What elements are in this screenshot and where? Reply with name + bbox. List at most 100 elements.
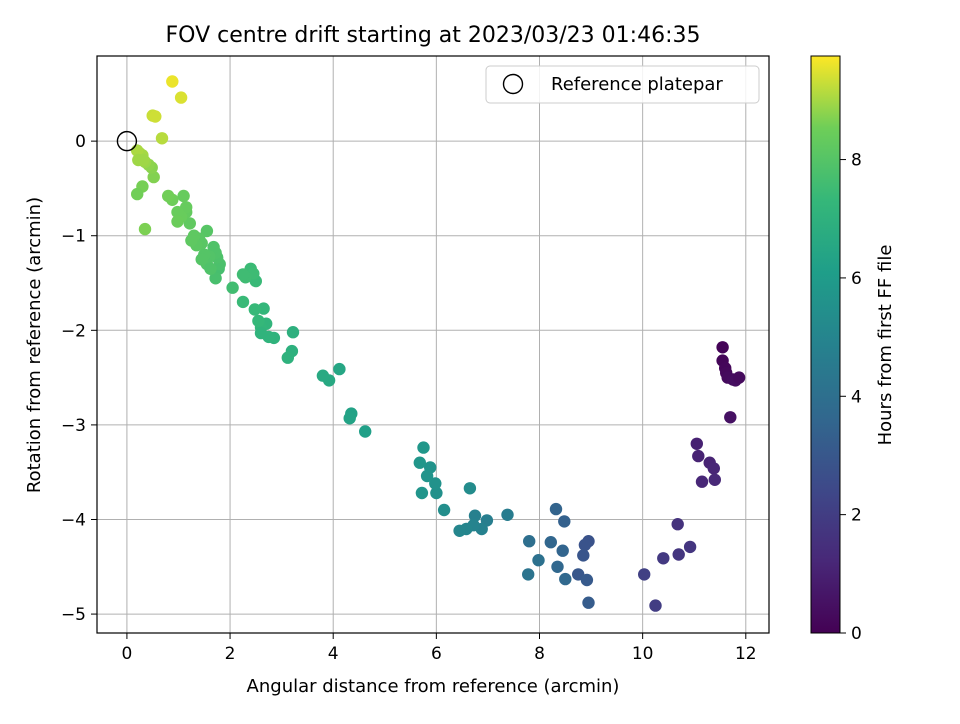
scatter-point (453, 524, 466, 537)
y-axis-ticks: 0 −1 −2 −3 −4 −5 (61, 132, 97, 625)
x-tick-label: 4 (328, 644, 339, 664)
colorbar-tick-label: 6 (851, 269, 862, 289)
colorbar-label: Hours from first FF file (875, 245, 896, 446)
scatter-point (207, 240, 220, 254)
scatter-point (185, 234, 198, 247)
scatter-point (166, 75, 179, 88)
scatter-point (316, 369, 330, 382)
scatter-point (138, 222, 152, 236)
colorbar-tick-label: 4 (851, 387, 862, 407)
scatter-point (183, 217, 196, 230)
scatter-point (147, 170, 160, 184)
scatter-point (415, 486, 429, 500)
scatter-point (578, 538, 592, 552)
legend-entry-reference: Reference platepar (551, 74, 723, 95)
scatter-point (549, 502, 563, 516)
scatter-point (501, 508, 514, 521)
scatter-point (437, 503, 451, 517)
scatter-point (195, 253, 208, 266)
x-tick-label: 10 (632, 644, 654, 664)
x-axis-ticks: 0 2 4 6 8 10 12 (121, 633, 757, 664)
scatter-point (149, 110, 162, 123)
reference-point (116, 130, 138, 152)
chart-title: FOV centre drift starting at 2023/03/23 … (166, 23, 701, 48)
scatter-point (248, 303, 261, 316)
scatter-point (430, 486, 443, 500)
scatter-point (252, 314, 265, 328)
y-tick-label: −4 (61, 510, 86, 530)
scatter-point (131, 187, 144, 201)
colorbar (810, 55, 841, 634)
x-tick-label: 8 (534, 644, 545, 664)
scatter-point (236, 295, 250, 309)
scatter-point (559, 572, 572, 586)
scatter-point (732, 371, 746, 384)
scatter-point (420, 469, 434, 483)
y-tick-label: −5 (61, 605, 86, 625)
legend-reference-marker (502, 73, 524, 95)
scatter-point (522, 568, 535, 581)
scatter-point (155, 132, 169, 145)
y-tick-label: −2 (61, 321, 86, 341)
scatter-point (683, 540, 697, 554)
scatter-point (429, 477, 442, 490)
scatter-point (177, 189, 190, 203)
legend: Reference platepar (485, 65, 760, 104)
colorbar-tick-label: 2 (851, 506, 862, 526)
scatter-point (580, 573, 594, 587)
scatter-point (544, 536, 557, 549)
scatter-point (582, 596, 595, 609)
scatter-point (716, 341, 729, 354)
scatter-point (638, 568, 651, 581)
scatter-point (708, 473, 721, 486)
y-tick-label: 0 (75, 132, 86, 152)
scatter-point (671, 518, 684, 531)
scatter-point (468, 509, 482, 522)
legend-box (485, 65, 760, 104)
y-tick-label: −1 (61, 227, 86, 247)
scatter-point (556, 544, 569, 557)
scatter-point (649, 599, 662, 612)
y-tick-label: −3 (61, 416, 86, 436)
scatter-point (137, 153, 150, 167)
scatter-point (204, 262, 217, 275)
x-tick-label: 2 (225, 644, 236, 664)
scatter-point (359, 425, 372, 438)
scatter-point (343, 412, 356, 425)
scatter-point (417, 441, 430, 454)
scatter-point (281, 351, 294, 364)
scatter-point (209, 272, 222, 285)
x-tick-label: 0 (121, 644, 132, 664)
reference-marker (116, 130, 138, 152)
x-tick-label: 12 (735, 644, 757, 664)
scatter-point (690, 437, 703, 450)
scatter-point (692, 449, 705, 463)
scatter-point (333, 362, 346, 376)
scatter-point (523, 535, 536, 548)
scatter-point (577, 549, 590, 562)
scatter-point (226, 281, 239, 294)
scatter-point (672, 548, 685, 561)
scatter-point (463, 482, 477, 495)
colorbar-tick-label: 8 (851, 151, 862, 171)
colorbar-ticks: 0 2 4 6 8 (840, 151, 862, 644)
scatter-point (657, 552, 670, 565)
scatter-point (532, 554, 545, 567)
scatter-point (171, 215, 184, 228)
data-points (131, 75, 746, 612)
x-axis-label: Angular distance from reference (arcmin) (247, 676, 620, 697)
colorbar-tick-label: 0 (851, 624, 862, 644)
x-tick-label: 6 (431, 644, 442, 664)
scatter-point (162, 189, 175, 203)
scatter-point (200, 224, 214, 238)
scatter-point (413, 456, 426, 469)
plot-frame (96, 55, 770, 634)
scatter-point (551, 560, 564, 573)
scatter-point (707, 462, 720, 475)
y-axis-label: Rotation from reference (arcmin) (24, 197, 45, 493)
scatter-point (724, 411, 737, 424)
scatter-point (236, 268, 250, 281)
scatter-point (695, 475, 709, 488)
scatter-point (171, 205, 184, 219)
